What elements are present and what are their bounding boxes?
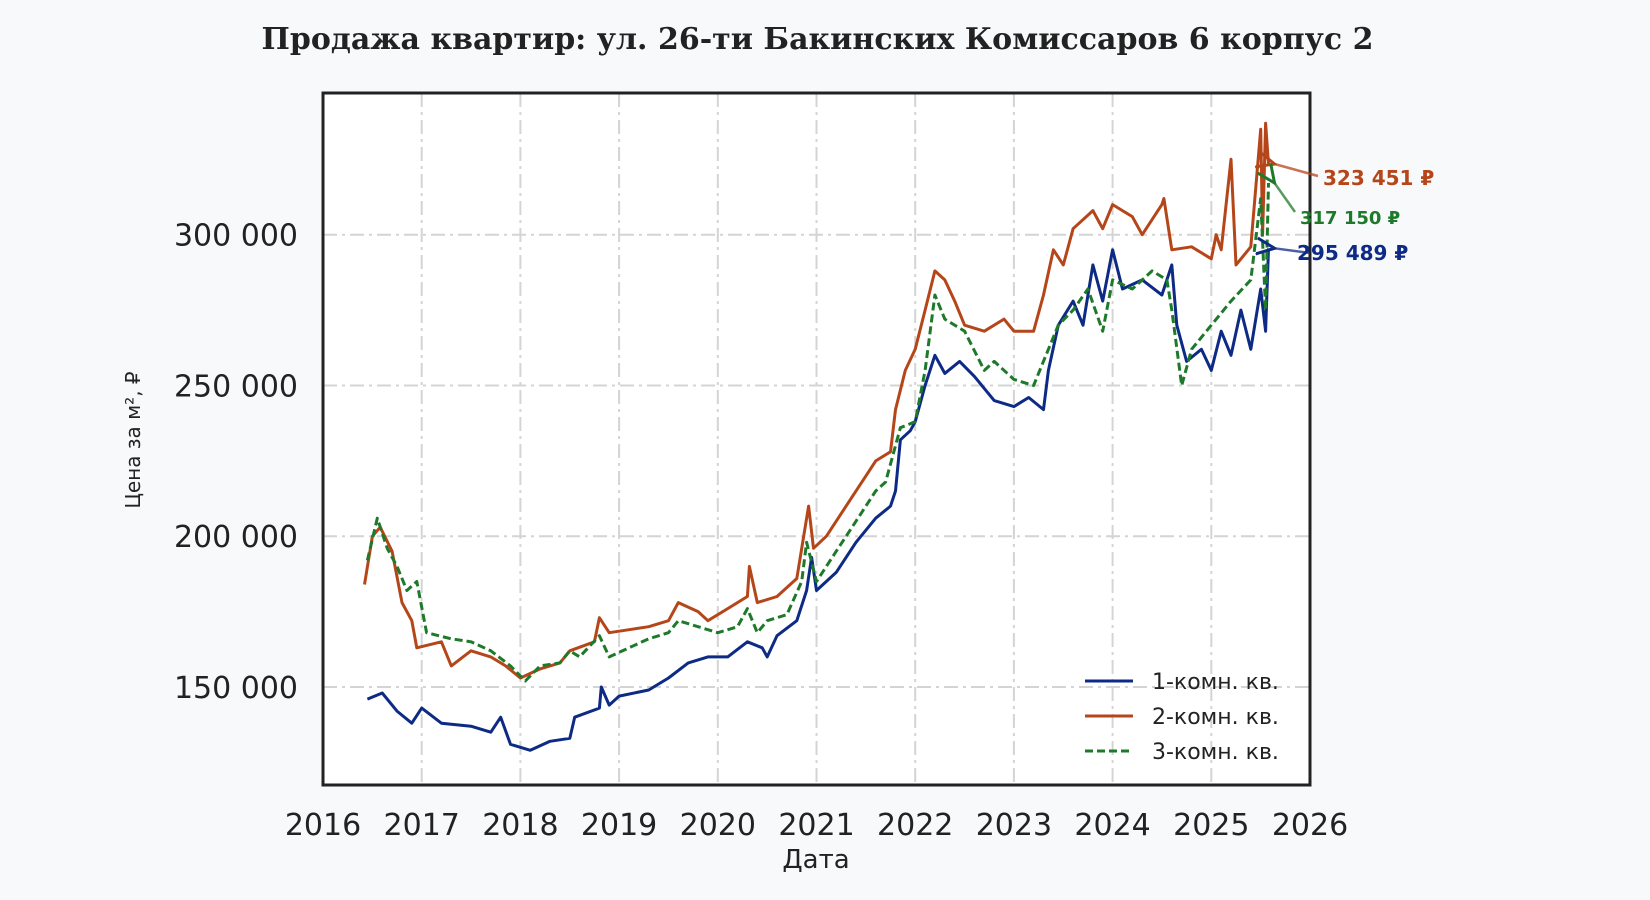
legend-label: 2-комн. кв. [1152,705,1279,730]
series-line-3 [365,182,1270,683]
last-value-label: 295 489 ₽ [1297,241,1408,265]
last-value-label: 323 451 ₽ [1323,166,1434,190]
y-tick-label: 200 000 [174,520,298,555]
last-value-label: 317 150 ₽ [1300,208,1400,229]
x-tick-label: 2023 [976,808,1052,843]
annotation-arrow [1275,183,1297,213]
x-tick-label: 2024 [1074,808,1150,843]
annotation-arrow [1275,248,1311,253]
y-axis-label: Цена за м², ₽ [121,371,145,509]
x-tick-label: 2020 [680,808,756,843]
plot-frame [321,91,1312,787]
legend-label: 3-комн. кв. [1152,740,1279,765]
x-tick-label: 2019 [581,808,657,843]
x-tick-label: 2022 [877,808,953,843]
y-tick-label: 250 000 [174,369,298,404]
x-axis-label: Дата [782,845,849,875]
x-tick-label: 2016 [285,808,361,843]
legend-label: 1-комн. кв. [1152,670,1279,695]
y-tick-label: 150 000 [174,671,298,706]
x-tick-label: 2025 [1173,808,1249,843]
x-tick-label: 2017 [384,808,460,843]
annotation-arrow [1275,164,1319,178]
y-tick-label: 300 000 [174,219,298,254]
x-tick-label: 2026 [1272,808,1348,843]
x-tick-label: 2021 [778,808,854,843]
x-tick-label: 2018 [482,808,558,843]
chart-title: Продажа квартир: ул. 26-ти Бакинских Ком… [261,22,1374,57]
